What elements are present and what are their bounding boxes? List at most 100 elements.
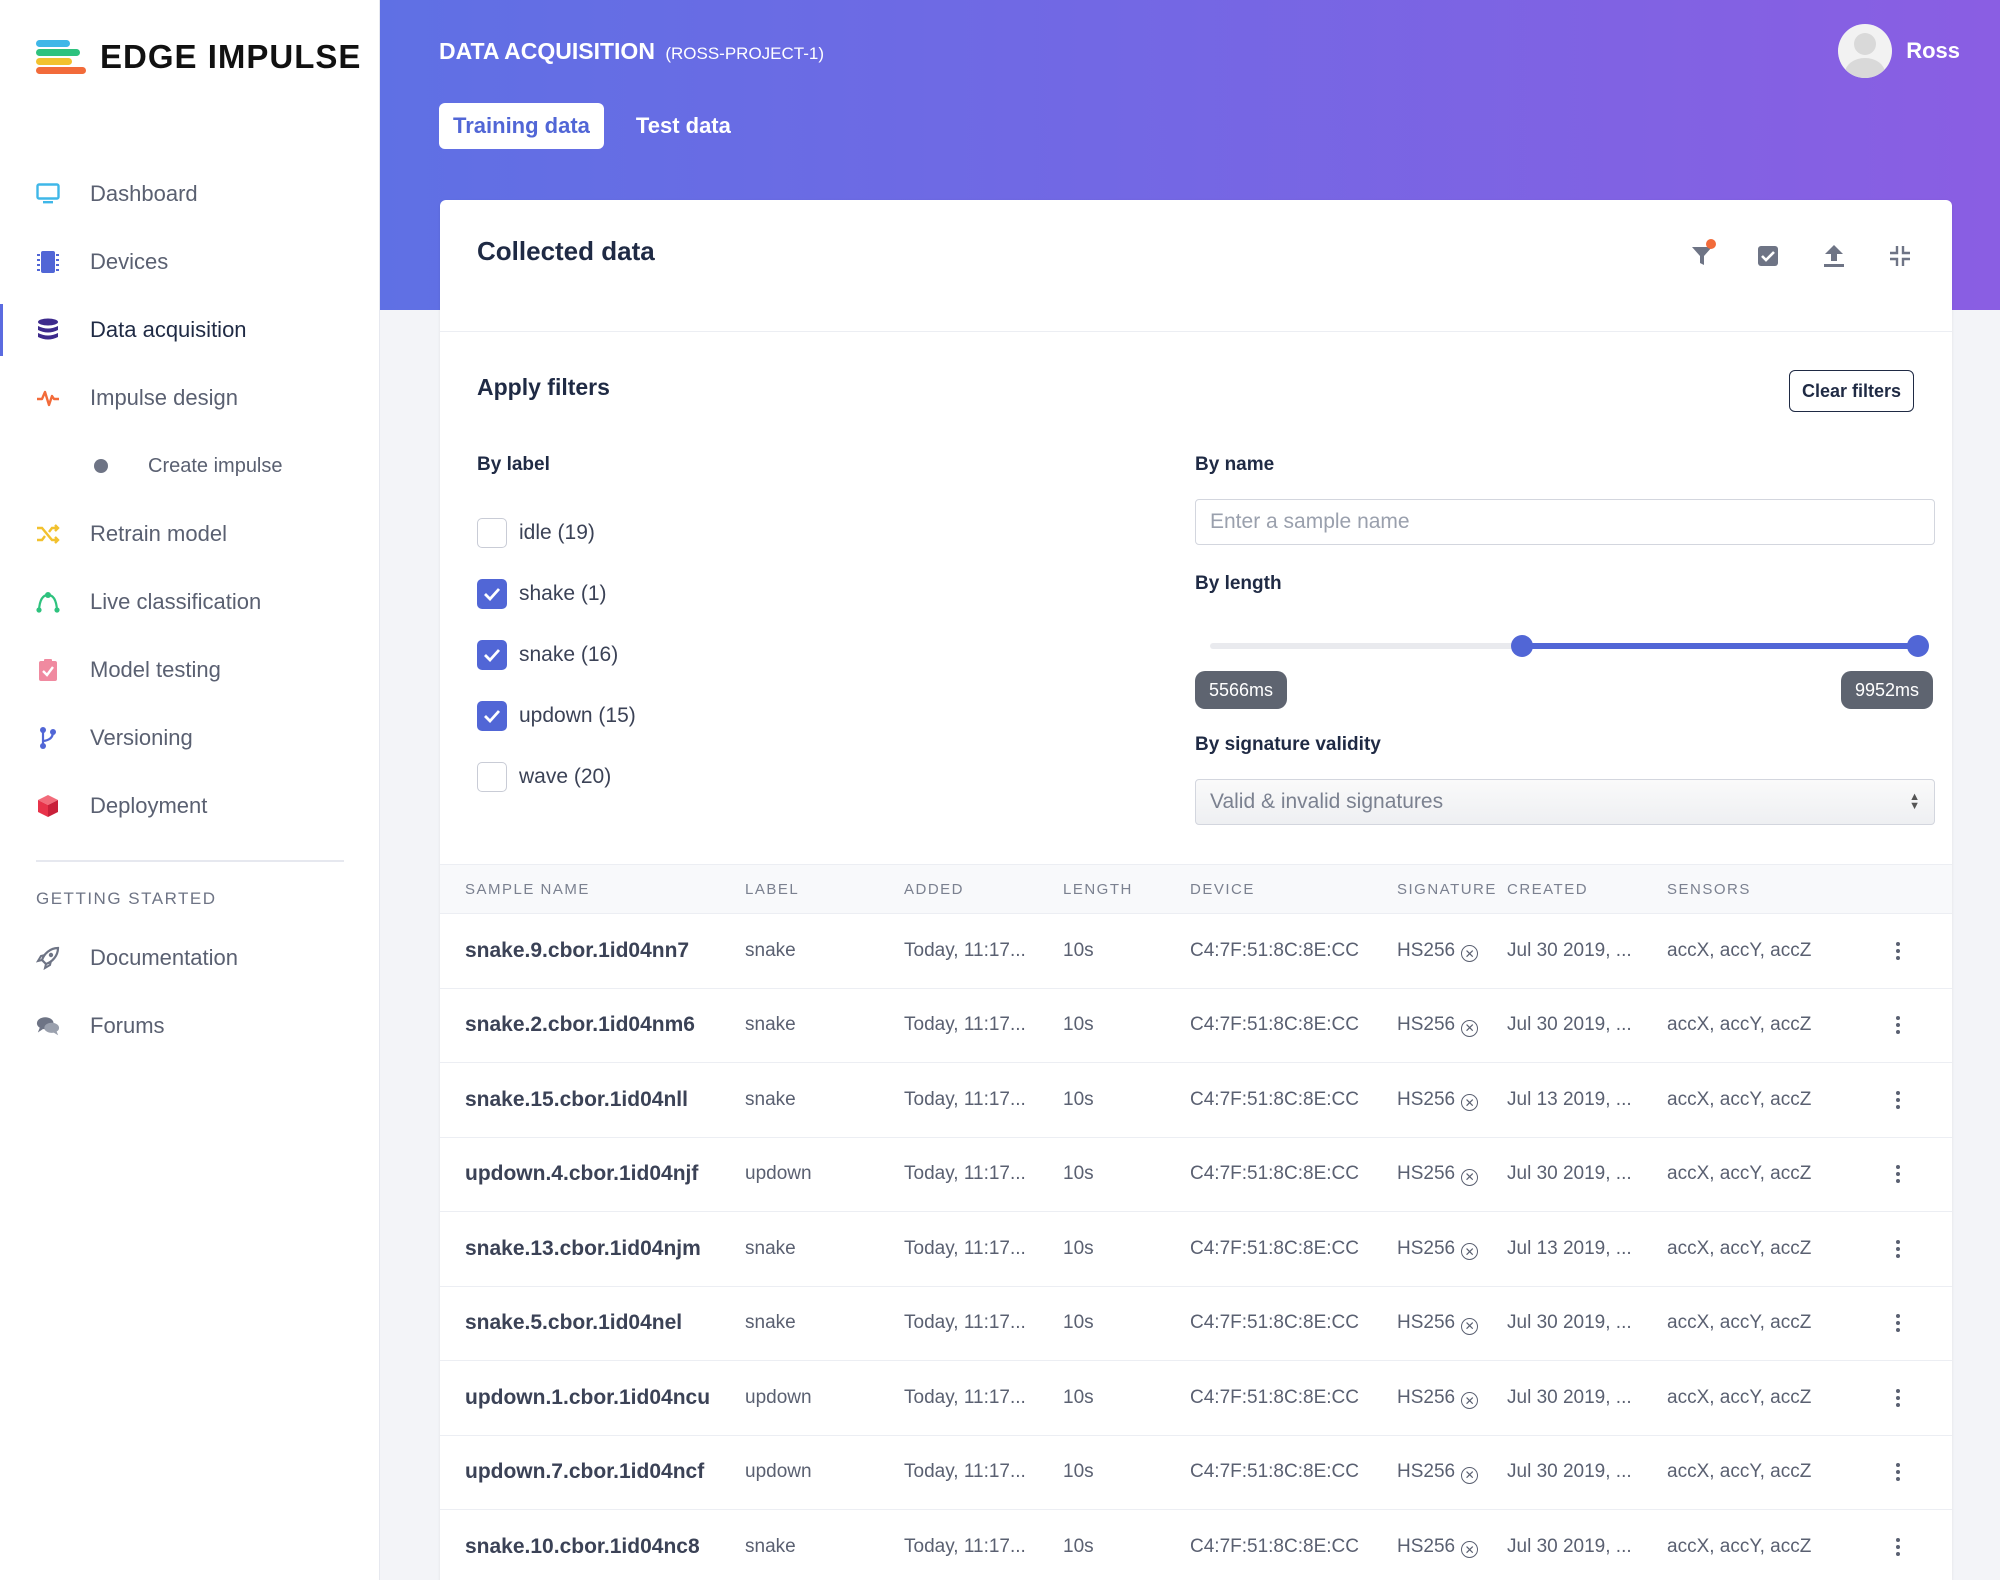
sample-signature: HS256 ✕ [1397, 1088, 1507, 1111]
column-header[interactable]: SIGNATURE [1397, 880, 1497, 898]
sidebar-item-label: Dashboard [90, 181, 198, 206]
kebab-menu-icon [1896, 1536, 1900, 1557]
samples-table: SAMPLE NAME LABEL ADDED LENGTH DEVICE SI… [440, 864, 1952, 1580]
label-checkbox[interactable] [477, 517, 507, 548]
column-header[interactable]: LENGTH [1063, 880, 1133, 898]
monitor-icon [36, 182, 60, 206]
bezier-icon [36, 590, 60, 614]
sample-added: Today, 11:17... [904, 939, 1026, 961]
sample-created: Jul 13 2019, ... [1507, 1088, 1632, 1110]
column-header[interactable]: DEVICE [1190, 880, 1255, 898]
sample-name[interactable]: snake.2.cbor.1id04nm6 [465, 1013, 695, 1037]
sidebar-subitem-create-impulse[interactable]: Create impulse [0, 432, 380, 500]
sidebar-item-impulse-design[interactable]: Impulse design [0, 364, 380, 432]
sidebar-item-versioning[interactable]: Versioning [0, 704, 380, 772]
label-checkbox[interactable] [477, 578, 507, 609]
kebab-menu-icon [1896, 1015, 1900, 1036]
signature-text: HS256 [1397, 1088, 1456, 1110]
sample-signature: HS256 ✕ [1397, 1312, 1507, 1335]
kebab-menu-icon [1896, 1089, 1900, 1110]
sample-device: C4:7F:51:8C:8E:CC [1190, 1014, 1359, 1036]
sample-name[interactable]: snake.13.cbor.1id04njm [465, 1236, 701, 1260]
row-menu-button[interactable] [1883, 1238, 1913, 1259]
sample-signature: HS256 ✕ [1397, 940, 1507, 962]
label-checkbox[interactable] [477, 639, 507, 670]
table-row[interactable]: updown.7.cbor.1id04ncf updown Today, 11:… [440, 1436, 1952, 1510]
sidebar-item-live-classification[interactable]: Live classification [0, 568, 380, 636]
sample-name[interactable]: snake.5.cbor.1id04nel [465, 1311, 683, 1335]
sample-label: snake [745, 1088, 796, 1110]
upload-button[interactable] [1820, 242, 1848, 270]
invalid-signature-icon: ✕ [1461, 1168, 1479, 1186]
column-header[interactable]: CREATED [1507, 880, 1589, 898]
sample-name[interactable]: snake.15.cbor.1id04nll [465, 1087, 688, 1111]
sidebar-item-documentation[interactable]: Documentation [0, 924, 380, 992]
sidebar-item-dashboard[interactable]: Dashboard [0, 160, 380, 228]
sample-sensors: accX, accY, accZ [1667, 1014, 1812, 1036]
row-menu-button[interactable] [1883, 940, 1913, 961]
tab-test-data[interactable]: Test data [635, 113, 731, 138]
slider-max-handle[interactable] [1907, 635, 1929, 657]
sample-sensors: accX, accY, accZ [1667, 1163, 1812, 1185]
invalid-signature-icon: ✕ [1461, 1466, 1479, 1484]
sidebar-item-retrain-model[interactable]: Retrain model [0, 500, 380, 568]
by-name-title: By name [1195, 454, 1275, 475]
sample-name[interactable]: updown.7.cbor.1id04ncf [465, 1460, 705, 1484]
clear-filters-button[interactable]: Clear filters [1788, 370, 1914, 412]
sidebar-item-devices[interactable]: Devices [0, 228, 380, 296]
select-button[interactable] [1754, 242, 1782, 270]
collapse-icon [1890, 246, 1910, 266]
row-menu-button[interactable] [1883, 1164, 1913, 1185]
tab-training-data[interactable]: Training data [439, 103, 604, 149]
table-row[interactable]: snake.9.cbor.1id04nn7 snake Today, 11:17… [440, 914, 1952, 989]
table-row[interactable]: snake.2.cbor.1id04nm6 snake Today, 11:17… [440, 989, 1952, 1063]
table-row[interactable]: updown.4.cbor.1id04njf updown Today, 11:… [440, 1138, 1952, 1212]
table-row[interactable]: snake.13.cbor.1id04njm snake Today, 11:1… [440, 1212, 1952, 1287]
sidebar-item-forums[interactable]: Forums [0, 992, 380, 1060]
signature-text: HS256 [1397, 1461, 1456, 1482]
sample-name[interactable]: snake.10.cbor.1id04nc8 [465, 1534, 700, 1558]
sample-name-input[interactable] [1195, 499, 1935, 545]
column-header[interactable]: SAMPLE NAME [465, 880, 590, 898]
sidebar-item-data-acquisition[interactable]: Data acquisition [0, 296, 380, 364]
row-menu-button[interactable] [1883, 1387, 1913, 1408]
label-checkbox[interactable] [477, 700, 507, 731]
table-row[interactable]: snake.5.cbor.1id04nel snake Today, 11:17… [440, 1287, 1952, 1361]
pulse-icon [36, 386, 60, 410]
signature-text: HS256 [1397, 1014, 1456, 1035]
row-menu-button[interactable] [1883, 1089, 1913, 1110]
sample-name[interactable]: updown.4.cbor.1id04njf [465, 1162, 699, 1186]
collapse-button[interactable] [1886, 242, 1914, 270]
column-header[interactable]: SENSORS [1667, 880, 1751, 898]
kebab-menu-icon [1896, 1462, 1900, 1483]
sample-name[interactable]: updown.1.cbor.1id04ncu [465, 1385, 711, 1409]
sidebar-section-title: GETTING STARTED [36, 889, 217, 908]
row-menu-button[interactable] [1883, 1462, 1913, 1483]
table-row[interactable]: snake.10.cbor.1id04nc8 snake Today, 11:1… [440, 1510, 1952, 1580]
filter-button[interactable] [1688, 239, 1716, 270]
table-row[interactable]: snake.15.cbor.1id04nll snake Today, 11:1… [440, 1063, 1952, 1138]
column-header[interactable]: ADDED [904, 880, 965, 898]
sample-sensors: accX, accY, accZ [1667, 1088, 1812, 1110]
column-header[interactable]: LABEL [745, 880, 800, 898]
row-menu-button[interactable] [1883, 1015, 1913, 1036]
table-row[interactable]: updown.1.cbor.1id04ncu updown Today, 11:… [440, 1361, 1952, 1436]
sample-created: Jul 30 2019, ... [1507, 1386, 1632, 1408]
row-menu-button[interactable] [1883, 1313, 1913, 1334]
row-menu-button[interactable] [1883, 1536, 1913, 1557]
sidebar-item-deployment[interactable]: Deployment [0, 772, 380, 840]
invalid-signature-icon: ✕ [1461, 1541, 1479, 1558]
length-range-slider[interactable] [1210, 635, 1929, 657]
slider-min-handle[interactable] [1510, 635, 1533, 657]
sidebar-item-model-testing[interactable]: Model testing [0, 636, 380, 704]
brand-logo[interactable]: EDGE IMPULSE [36, 38, 361, 76]
label-checkbox[interactable] [477, 761, 507, 792]
sample-added: Today, 11:17... [904, 1163, 1026, 1185]
user-menu[interactable]: Ross [1838, 24, 1960, 78]
invalid-signature-icon: ✕ [1461, 1317, 1479, 1335]
sample-name[interactable]: snake.9.cbor.1id04nn7 [465, 938, 690, 962]
sample-sensors: accX, accY, accZ [1667, 1535, 1812, 1557]
table-body: snake.9.cbor.1id04nn7 snake Today, 11:17… [440, 914, 1952, 1580]
signature-validity-select[interactable]: Valid & invalid signatures ▲ ▼ [1195, 779, 1935, 825]
label-checkbox-text: shake (1) [519, 581, 607, 605]
